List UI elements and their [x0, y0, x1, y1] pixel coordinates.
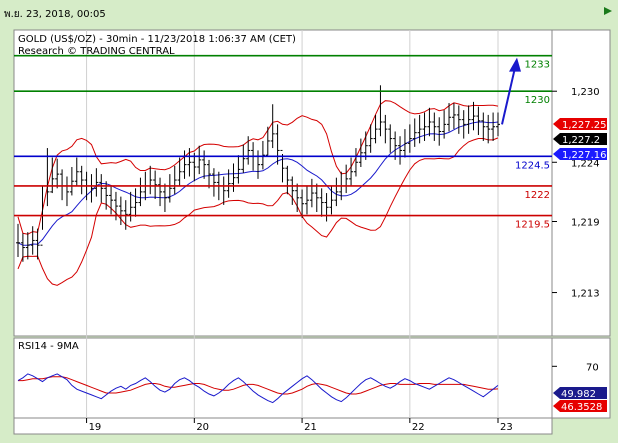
price-axis-area	[551, 29, 611, 337]
price-tick-label: 1,213	[571, 289, 600, 300]
price-badge	[553, 118, 607, 130]
rsi-title: RSI14 - 9MA	[18, 341, 79, 352]
forecast-arrowhead	[509, 57, 521, 72]
support-resistance-levels: 1233 1230 1224.5 1222 1219.5	[14, 54, 552, 231]
price-tick-label: 1,224	[571, 158, 600, 169]
rsi-badge-label: 46.3528	[561, 402, 602, 413]
rsi-tick-labels: 70	[552, 362, 599, 373]
x-gridlines	[86, 30, 499, 418]
bollinger-upper-line	[17, 100, 499, 235]
level-label: 1222	[525, 190, 550, 201]
chart-title: GOLD (US$/OZ) - 30min - 11/23/2018 1:06:…	[18, 34, 296, 45]
price-plot-area	[13, 29, 553, 337]
level-label: 1230	[525, 95, 550, 106]
forecast-arrow	[501, 57, 521, 125]
rsi-badge	[553, 387, 607, 399]
level-label: 1233	[525, 60, 550, 71]
rsi-line	[17, 373, 499, 404]
price-bars	[16, 85, 500, 262]
forecast-arrow-line	[501, 67, 516, 125]
price-tick-label: 1,219	[571, 217, 600, 228]
price-badge-label: 1,227.16	[562, 150, 607, 161]
price-badge-label: 1,227.2	[562, 135, 600, 146]
expand-arrow-icon[interactable]	[601, 4, 615, 18]
x-tick-label: 20	[196, 422, 209, 433]
level-label: 1219.5	[515, 220, 550, 231]
x-tick-label: 21	[304, 422, 317, 433]
rsi-ma-line	[18, 376, 499, 395]
time-tick-labels: 19 20 21 22 23	[86, 418, 513, 433]
rsi-badge-label: 49.982	[561, 389, 596, 400]
rsi-tick-label: 70	[586, 362, 599, 373]
rsi-lines	[17, 373, 499, 404]
x-tick-label: 23	[500, 422, 513, 433]
rsi-plot-area	[13, 337, 553, 419]
rsi-badge	[553, 400, 607, 412]
price-badge-label: 1,227.25	[562, 120, 607, 131]
bollinger-lower-line	[17, 137, 499, 286]
chart-subtitle: Research © TRADING CENTRAL	[18, 46, 175, 57]
level-label: 1224.5	[515, 160, 550, 171]
price-badges: 1,227.25 1,227.2 1,227.16	[553, 118, 607, 161]
x-tick-label: 19	[89, 422, 102, 433]
chart-date-header: พ.ย. 23, 2018, 00:05	[4, 9, 106, 20]
time-axis-area	[13, 417, 553, 435]
x-tick-label: 22	[412, 422, 425, 433]
rsi-badges: 49.982 46.3528	[553, 387, 607, 413]
price-badge	[553, 133, 607, 145]
price-tick-label: 1,230	[571, 87, 600, 98]
price-badge	[553, 148, 607, 160]
price-tick-labels: 1,230 1,224 1,219 1,213	[552, 87, 600, 300]
